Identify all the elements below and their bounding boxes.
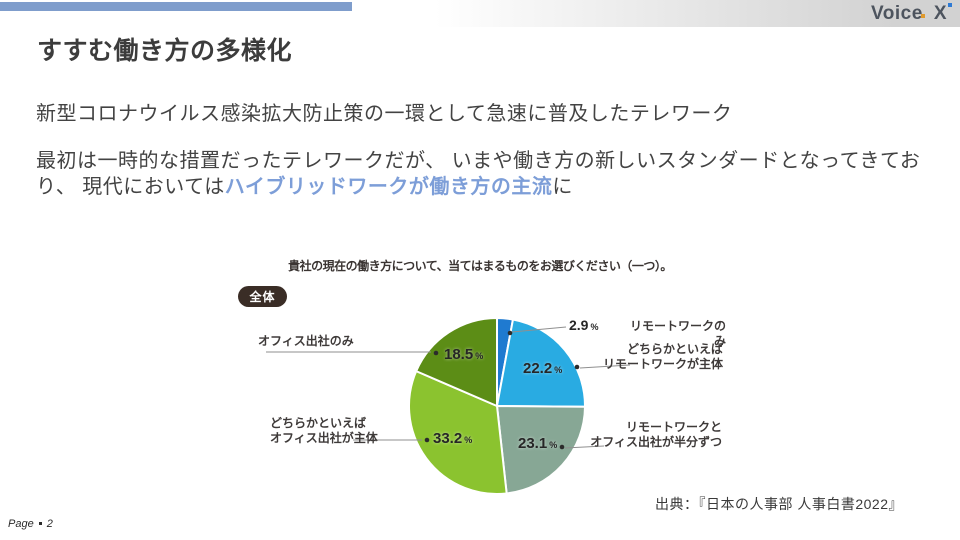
lead-text: 新型コロナウイルス感染拡大防止策の一環として急速に普及したテレワーク	[36, 103, 733, 125]
pie-value-unit: %	[549, 440, 558, 450]
chart-group-badge: 全体	[238, 286, 287, 307]
pie-value-office-only: 18.5%	[444, 346, 483, 363]
pie-value-number: 23.1	[518, 435, 548, 452]
logo-dot-blue-icon	[948, 3, 952, 7]
body-line-1: 最初は一時的な措置だったテレワークだが、	[36, 150, 446, 172]
slide-title: すすむ働き方の多様化	[37, 37, 293, 65]
pie-slice	[496, 405, 586, 495]
source-citation: 出典：『日本の人事部 人事白書2022』	[654, 496, 903, 512]
pie-label-half-half: リモートワークと オフィス出社が半分ずつ	[590, 420, 722, 450]
chart-question: 貴社の現在の働き方について、当てはまるものをお選びください（一つ）。	[288, 259, 672, 273]
body-line-3: 現代においてはハイブリッドワークが働き方の主流に	[82, 176, 573, 198]
footer-bullet-icon	[38, 521, 42, 525]
logo: Voice X	[871, 2, 952, 26]
pie-value-remote-only: 2.9%	[569, 317, 598, 333]
logo-x: X	[933, 3, 947, 24]
logo-background-band	[435, 0, 960, 27]
pie-value-number: 2.9	[569, 317, 589, 333]
pie-value-unit: %	[464, 435, 473, 445]
pie-slice	[408, 370, 508, 495]
page-number: 2	[46, 518, 53, 530]
body-line-3-prefix: 現代においては	[82, 176, 225, 198]
pie-label-line: リモートワークのみ	[629, 319, 726, 348]
pie-label-line: リモートワークと	[625, 420, 722, 434]
pie-value-unit: %	[554, 365, 563, 375]
pie-label-line: どちらかといえば	[270, 416, 367, 430]
pie-label-office-main: どちらかといえば オフィス出社が主体	[270, 416, 378, 446]
pie-value-number: 18.5	[444, 346, 474, 363]
pie-value-unit: %	[590, 322, 599, 332]
pie-slice	[496, 318, 587, 408]
pie-label-remote-only: リモートワークのみ	[626, 319, 726, 349]
pie-value-remote-main: 22.2%	[523, 360, 562, 377]
pie-value-half-half: 23.1%	[518, 435, 557, 452]
body-line-3-suffix: に	[552, 176, 573, 198]
pie-label-line: オフィス出社が主体	[270, 431, 378, 445]
pie-label-office-only: オフィス出社のみ	[258, 334, 354, 349]
pie-label-line: どちらかといえば	[626, 342, 723, 356]
logo-word: Voice	[871, 3, 923, 24]
pie-value-office-main: 33.2%	[433, 430, 472, 447]
pie-label-line: オフィス出社が半分ずつ	[590, 435, 722, 449]
pie-value-number: 22.2	[523, 360, 553, 377]
pie-label-line: リモートワークが主体	[602, 357, 723, 371]
pie-chart	[408, 317, 587, 495]
body-paragraph: 最初は一時的な措置だったテレワークだが、 いまや働き方の新しいスタンダードとなっ…	[36, 148, 960, 200]
pie-label-line: オフィス出社のみ	[258, 334, 354, 348]
logo-dot-orange-icon	[920, 14, 925, 18]
top-accent-bar	[0, 2, 352, 11]
pie-value-unit: %	[475, 351, 484, 361]
pie-value-number: 33.2	[433, 430, 463, 447]
page-label: Page	[8, 518, 34, 530]
body-line-2: いまや働き方の新しいスタンダードとなってきており、	[36, 150, 921, 198]
pie-label-remote-main: どちらかといえば リモートワークが主体	[601, 342, 723, 372]
pie-slice	[415, 317, 498, 407]
body-line-3-highlight: ハイブリッドワークが働き方の主流	[224, 176, 553, 198]
page-footer: Page 2	[8, 518, 53, 530]
